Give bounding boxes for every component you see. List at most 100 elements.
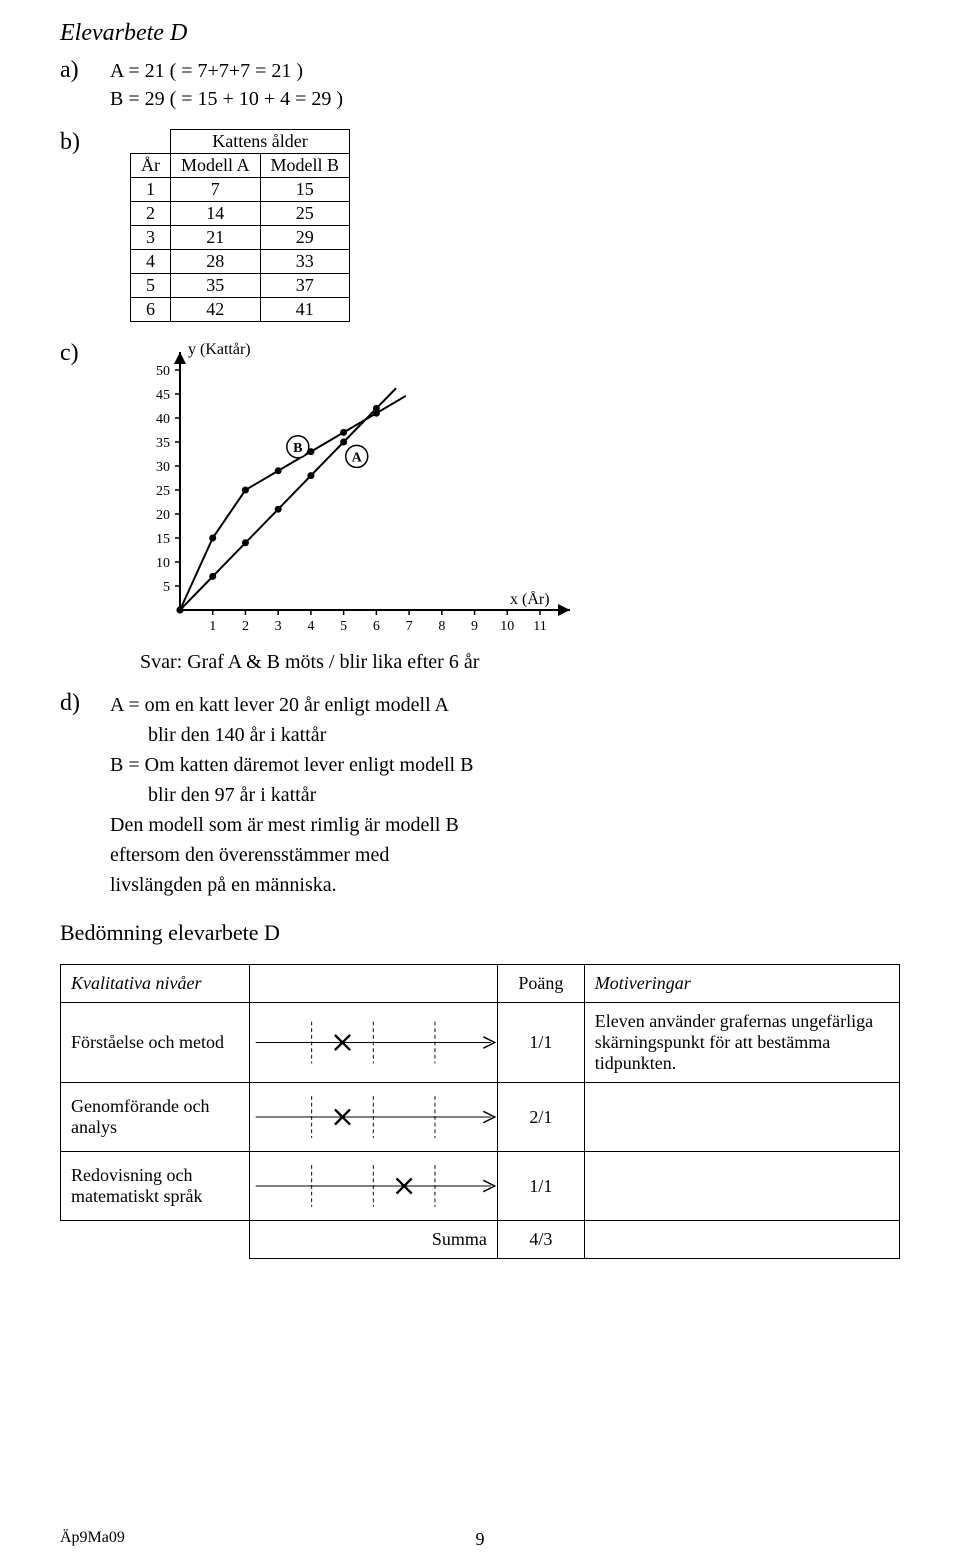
table-cell: 41	[260, 298, 350, 322]
th-model-a: Modell A	[171, 154, 261, 178]
svg-text:20: 20	[156, 508, 170, 523]
table-row: 53537	[131, 274, 350, 298]
table-cell: 37	[260, 274, 350, 298]
svg-text:25: 25	[156, 484, 170, 499]
chart-svg: y (Kattår)x (År)510152025303540455012345…	[120, 340, 580, 640]
table-cell: 33	[260, 250, 350, 274]
table-cell: 29	[260, 226, 350, 250]
th-model-b: Modell B	[260, 154, 350, 178]
d-l1: blir den 140 år i kattår	[148, 720, 473, 750]
section-c-label: c)	[60, 340, 110, 367]
assessment-label: Förståelse och metod	[61, 1003, 250, 1083]
assessment-points: 1/1	[497, 1003, 584, 1083]
section-a-label: a)	[60, 57, 110, 84]
svg-text:11: 11	[533, 619, 546, 634]
svg-text:5: 5	[340, 619, 347, 634]
svg-text:15: 15	[156, 532, 170, 547]
section-d-body: A = om en katt lever 20 år enligt modell…	[110, 690, 473, 900]
svg-text:1: 1	[209, 619, 216, 634]
svg-text:40: 40	[156, 412, 170, 427]
svg-text:4: 4	[307, 619, 314, 634]
table-cell: 6	[131, 298, 171, 322]
section-d: d) A = om en katt lever 20 år enligt mod…	[60, 690, 900, 900]
section-d-label: d)	[60, 690, 110, 717]
a-line2: B = 29 ( = 15 + 10 + 4 = 29 )	[110, 85, 343, 113]
th-poang: Poäng	[497, 965, 584, 1003]
assessment-label: Redovisning och matematiskt språk	[61, 1152, 250, 1221]
table-row: 1715	[131, 178, 350, 202]
hw-table: Kattens ålder År Modell A Modell B 17152…	[130, 129, 350, 322]
assessment-row: Redovisning och matematiskt språk 1/1	[61, 1152, 900, 1221]
section-b-body: Kattens ålder År Modell A Modell B 17152…	[130, 129, 350, 322]
th-motiv: Motiveringar	[584, 965, 899, 1003]
svg-text:45: 45	[156, 388, 170, 403]
table-cell: 7	[171, 178, 261, 202]
table-cell: 28	[171, 250, 261, 274]
rubric-cell	[250, 1152, 498, 1221]
svg-text:10: 10	[500, 619, 514, 634]
d-l2: B = Om katten däremot lever enligt model…	[110, 750, 473, 780]
sum-mot	[584, 1221, 899, 1259]
svg-text:8: 8	[438, 619, 445, 634]
table-cell: 5	[131, 274, 171, 298]
table-cell: 42	[171, 298, 261, 322]
svg-text:35: 35	[156, 436, 170, 451]
a-line1: A = 21 ( = 7+7+7 = 21 )	[110, 57, 343, 85]
th-kv: Kvalitativa nivåer	[61, 965, 250, 1003]
svg-text:B: B	[293, 441, 302, 456]
assessment-motivation	[584, 1152, 899, 1221]
sum-value: 4/3	[497, 1221, 584, 1259]
d-l4: Den modell som är mest rimlig är modell …	[110, 810, 473, 840]
rubric-cell	[250, 1003, 498, 1083]
assessment-heading: Bedömning elevarbete D	[60, 920, 900, 946]
assessment-row: Genomförande och analys 2/1	[61, 1083, 900, 1152]
svg-text:x (År): x (År)	[510, 590, 550, 608]
section-b: b) Kattens ålder År Modell A Modell B 17…	[60, 129, 900, 322]
assessment-points: 2/1	[497, 1083, 584, 1152]
footer: Äp9Ma09 9	[60, 1529, 900, 1547]
svg-text:y (Kattår): y (Kattår)	[188, 341, 251, 358]
table-cell: 3	[131, 226, 171, 250]
th-rubric	[250, 965, 498, 1003]
assessment-row: Förståelse och metod 1/1Eleven använder g…	[61, 1003, 900, 1083]
assessment-motivation	[584, 1083, 899, 1152]
svg-text:9: 9	[471, 619, 478, 634]
assessment-label: Genomförande och analys	[61, 1083, 250, 1152]
svg-text:2: 2	[242, 619, 249, 634]
footer-page: 9	[476, 1529, 485, 1550]
svg-text:7: 7	[406, 619, 413, 634]
table-row: 42833	[131, 250, 350, 274]
svg-text:A: A	[352, 450, 363, 465]
section-a-body: A = 21 ( = 7+7+7 = 21 ) B = 29 ( = 15 + …	[110, 57, 343, 113]
chart-wrap: y (Kattår)x (År)510152025303540455012345…	[120, 340, 580, 674]
svg-text:5: 5	[163, 580, 170, 595]
page: Elevarbete D a) A = 21 ( = 7+7+7 = 21 ) …	[0, 0, 960, 1559]
svg-text:30: 30	[156, 460, 170, 475]
assessment-header-row: Kvalitativa nivåer Poäng Motiveringar	[61, 965, 900, 1003]
assessment-points: 1/1	[497, 1152, 584, 1221]
section-c: c) y (Kattår)x (År)510152025303540455012…	[60, 340, 900, 674]
page-title: Elevarbete D	[60, 20, 900, 47]
section-a: a) A = 21 ( = 7+7+7 = 21 ) B = 29 ( = 15…	[60, 57, 900, 113]
assessment-sum-row: Summa 4/3	[61, 1221, 900, 1259]
svg-text:3: 3	[275, 619, 282, 634]
section-b-label: b)	[60, 129, 110, 156]
assessment-motivation: Eleven använder grafernas ungefärliga sk…	[584, 1003, 899, 1083]
table-superheader: Kattens ålder	[171, 130, 350, 154]
d-l6: livslängden på en människa.	[110, 870, 473, 900]
assessment-table: Kvalitativa nivåer Poäng Motiveringar Fö…	[60, 964, 900, 1259]
table-row: 32129	[131, 226, 350, 250]
svg-text:6: 6	[373, 619, 380, 634]
svg-text:10: 10	[156, 556, 170, 571]
d-l0: A = om en katt lever 20 år enligt modell…	[110, 690, 473, 720]
table-row: 64241	[131, 298, 350, 322]
table-cell: 25	[260, 202, 350, 226]
table-cell: 15	[260, 178, 350, 202]
chart-answer: Svar: Graf A & B möts / blir lika efter …	[140, 651, 580, 674]
table-cell: 1	[131, 178, 171, 202]
th-year: År	[131, 154, 171, 178]
table-cell: 14	[171, 202, 261, 226]
table-cell: 2	[131, 202, 171, 226]
sum-label: Summa	[250, 1221, 498, 1259]
d-l5: eftersom den överensstämmer med	[110, 840, 473, 870]
